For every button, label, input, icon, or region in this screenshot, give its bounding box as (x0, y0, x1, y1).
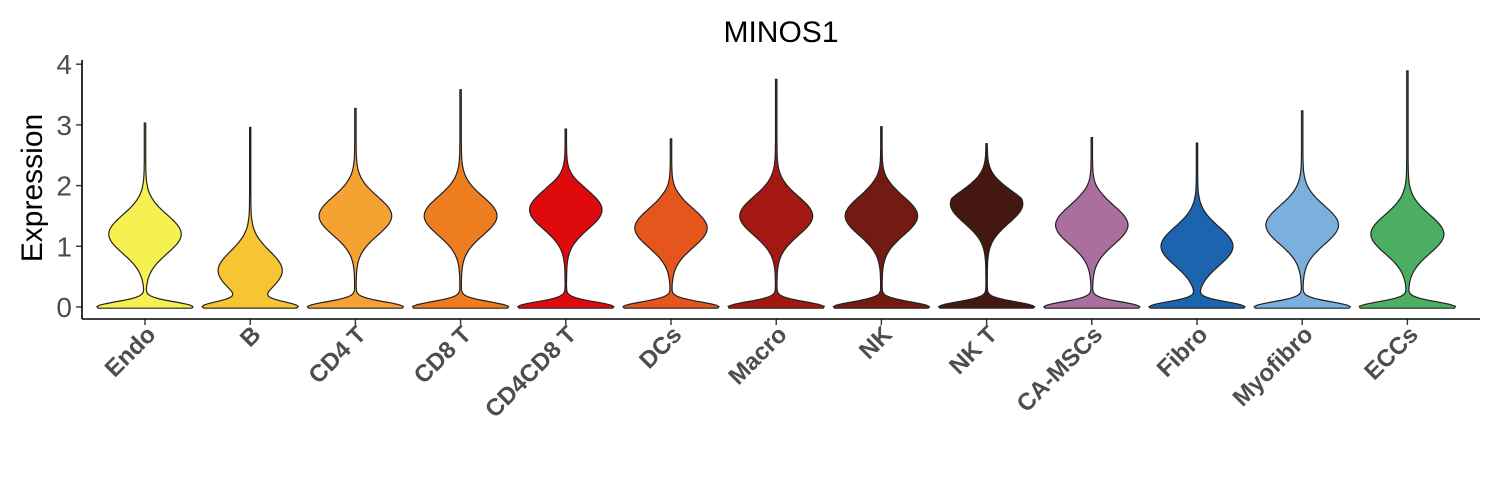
violin-nk-t (937, 143, 1036, 309)
y-tick-label: 3 (56, 110, 72, 141)
violin-eccs (1358, 70, 1457, 309)
x-tick-label: CD8 T (409, 321, 477, 389)
x-tick-label: CD4CD8 T (480, 321, 582, 423)
y-axis-ticks: 0 1 2 3 4 (56, 49, 82, 323)
y-axis-label: Expression (16, 114, 49, 262)
x-axis-ticks: Endo B CD4 T CD8 T CD4CD8 T DCs Macro NK NK T CA-… (100, 319, 1424, 423)
x-tick-label: CD4 T (304, 321, 372, 389)
violin-group (96, 70, 1457, 309)
y-tick-label: 4 (56, 49, 72, 80)
violin-cd4-t (306, 107, 405, 309)
y-tick-label: 2 (56, 171, 72, 202)
violin-ca-mscs (1042, 137, 1141, 309)
x-tick-label: Myofibro (1228, 321, 1319, 412)
x-tick-label: NK (854, 321, 898, 365)
violin-nk (832, 126, 931, 309)
x-tick-label: Fibro (1152, 321, 1214, 383)
violin-b (201, 126, 300, 309)
violin-myofibro (1253, 110, 1352, 309)
x-tick-label: Macro (723, 321, 792, 390)
violin-fibro (1148, 142, 1246, 309)
x-tick-label: NK T (944, 321, 1003, 380)
x-tick-label: B (235, 321, 266, 352)
x-tick-label: DCs (634, 321, 687, 374)
violin-macro (727, 78, 826, 309)
x-tick-label: Endo (100, 321, 162, 383)
x-tick-label: CA-MSCs (1012, 321, 1108, 417)
chart-title: MINOS1 (723, 16, 838, 49)
violin-cd8-t (411, 89, 510, 309)
y-tick-label: 0 (56, 292, 72, 323)
y-tick-label: 1 (56, 231, 72, 262)
violin-cd4cd8-t (516, 128, 615, 309)
x-tick-label: ECCs (1359, 321, 1423, 385)
violin-dcs (622, 138, 720, 309)
violin-endo (96, 122, 194, 309)
